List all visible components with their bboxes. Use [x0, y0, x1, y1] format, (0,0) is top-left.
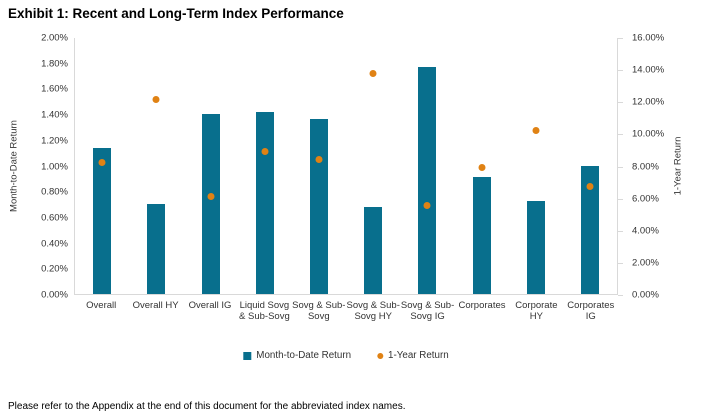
right-tick-mark — [618, 166, 623, 168]
category-slot — [563, 38, 617, 294]
one-year-return-dot — [586, 182, 594, 190]
one-year-return-dot — [478, 163, 486, 171]
category-slot — [454, 38, 508, 294]
category-slot — [292, 38, 346, 294]
right-tick-label: 8.00% — [632, 161, 659, 172]
bar-series-swatch-icon — [243, 351, 252, 360]
category-slot — [346, 38, 400, 294]
category-label: Overall HY — [132, 300, 179, 311]
left-tick-label: 0.80% — [41, 186, 68, 198]
mtd-return-bar — [580, 165, 599, 294]
mtd-return-bar — [418, 66, 437, 294]
footnote-line: Please refer to the Appendix at the end … — [8, 401, 406, 412]
category-slot — [509, 38, 563, 294]
one-year-return-dot — [532, 126, 540, 134]
left-tick-label: 2.00% — [41, 32, 68, 44]
legend-item-1yr: 1-Year Return — [377, 350, 449, 361]
one-year-return-dot — [369, 70, 377, 78]
left-tick-label: 1.80% — [41, 58, 68, 70]
category-label: Overall IG — [188, 300, 232, 311]
category-label: Corporates — [458, 300, 506, 311]
category-slot — [400, 38, 454, 294]
right-tick-label: 4.00% — [632, 225, 659, 237]
left-axis-title: Month-to-Date Return — [8, 120, 20, 212]
dot-series-swatch-icon — [377, 352, 384, 359]
right-tick-label: 6.00% — [632, 193, 659, 205]
mtd-return-bar — [93, 147, 112, 294]
right-tick-mark — [618, 38, 623, 39]
category-label: Sovg & Sub-Sovg IG — [400, 300, 455, 322]
mtd-return-bar — [472, 177, 491, 294]
category-label: Sovg & Sub-Sovg HY — [346, 300, 400, 322]
right-tick-label: 16.00% — [632, 32, 665, 44]
right-tick-mark — [618, 198, 623, 200]
one-year-return-dot — [152, 96, 160, 104]
mtd-return-bar — [309, 119, 328, 294]
left-tick-label: 0.20% — [41, 263, 68, 275]
left-tick-label: 0.60% — [41, 212, 68, 224]
category-slots — [75, 38, 617, 294]
right-tick-label: 14.00% — [632, 64, 665, 76]
legend-label-mtd: Month-to-Date Return — [256, 350, 352, 361]
right-tick-mark — [618, 70, 623, 72]
right-tick-mark — [618, 295, 623, 296]
mtd-return-bar — [147, 204, 166, 294]
right-tick-mark — [618, 134, 623, 136]
category-slot — [183, 38, 237, 294]
one-year-return-dot — [261, 147, 269, 155]
mtd-return-bar — [364, 206, 383, 294]
plot-area — [74, 38, 618, 295]
left-tick-label: 1.60% — [41, 83, 68, 95]
left-tick-label: 0.00% — [41, 289, 68, 301]
mtd-return-bar — [526, 201, 545, 294]
category-label: Liquid Sovg & Sub-Sovg — [239, 300, 290, 322]
one-year-return-dot — [207, 192, 214, 200]
category-label: Overall — [86, 300, 117, 311]
mtd-return-bar — [201, 114, 220, 294]
right-tick-label: 10.00% — [632, 128, 665, 140]
right-tick-mark — [618, 102, 623, 104]
legend-item-mtd: Month-to-Date Return — [243, 350, 351, 361]
right-tick-mark — [618, 230, 623, 232]
mtd-return-bar — [255, 111, 274, 294]
category-slot — [238, 38, 292, 294]
left-tick-label: 1.20% — [41, 135, 68, 147]
right-tick-mark — [618, 262, 623, 264]
category-label: Sovg & Sub-Sovg — [292, 300, 346, 322]
category-label: Corporate HY — [515, 300, 558, 322]
one-year-return-dot — [98, 158, 106, 166]
category-label: Corporates IG — [567, 300, 615, 322]
legend: Month-to-Date Return 1-Year Return — [243, 350, 449, 361]
right-tick-label: 2.00% — [632, 257, 659, 269]
left-tick-label: 1.00% — [41, 161, 68, 172]
right-tick-label: 0.00% — [632, 289, 659, 301]
left-tick-label: 1.40% — [41, 109, 68, 121]
chart-title: Exhibit 1: Recent and Long-Term Index Pe… — [8, 6, 344, 21]
category-slot — [75, 38, 129, 294]
footnote: Please refer to the Appendix at the end … — [8, 373, 710, 418]
left-tick-label: 0.40% — [41, 238, 68, 250]
right-axis-title: 1-Year Return — [672, 136, 684, 196]
one-year-return-dot — [423, 202, 431, 210]
right-tick-label: 12.00% — [632, 96, 665, 108]
legend-label-1yr: 1-Year Return — [388, 350, 449, 361]
one-year-return-dot — [315, 155, 323, 163]
category-slot — [129, 38, 183, 294]
